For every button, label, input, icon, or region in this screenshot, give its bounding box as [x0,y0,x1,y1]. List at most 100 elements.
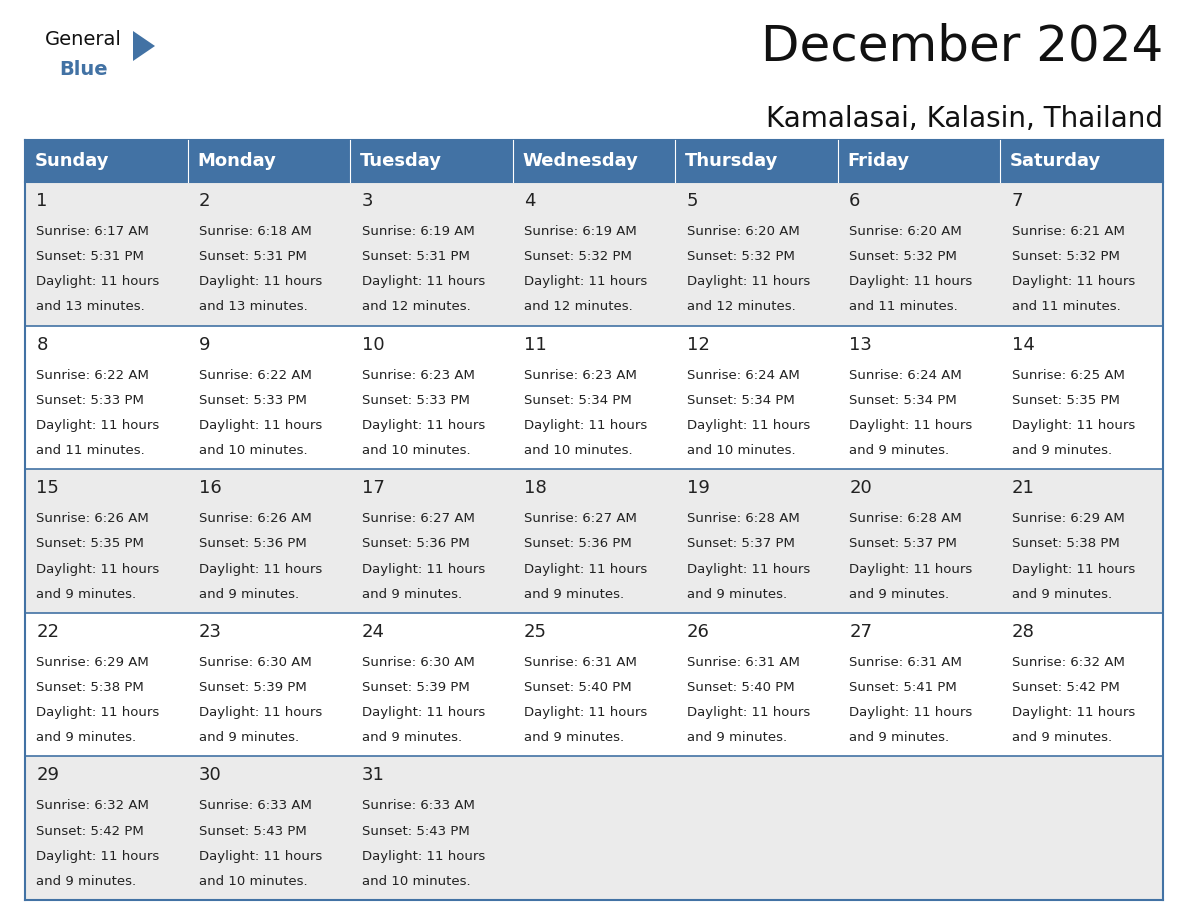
Text: Sunset: 5:43 PM: Sunset: 5:43 PM [361,824,469,837]
Text: Daylight: 11 hours: Daylight: 11 hours [198,419,322,432]
Text: Daylight: 11 hours: Daylight: 11 hours [524,563,647,576]
Text: Sunrise: 6:32 AM: Sunrise: 6:32 AM [37,800,150,812]
Text: 7: 7 [1012,192,1023,210]
Text: 30: 30 [198,767,222,785]
Text: Sunrise: 6:31 AM: Sunrise: 6:31 AM [687,655,800,669]
Bar [188,182,350,326]
Bar [1000,140,1163,182]
Text: Thursday: Thursday [685,152,778,170]
Text: 21: 21 [1012,479,1035,498]
Text: Sunset: 5:32 PM: Sunset: 5:32 PM [849,251,958,263]
Text: Daylight: 11 hours: Daylight: 11 hours [361,275,485,288]
Bar [1000,182,1163,326]
Text: and 11 minutes.: and 11 minutes. [1012,300,1120,313]
Text: 11: 11 [524,336,546,353]
Text: Friday: Friday [847,152,910,170]
Bar [188,469,350,613]
Text: Sunrise: 6:23 AM: Sunrise: 6:23 AM [524,369,637,382]
Text: Sunset: 5:39 PM: Sunset: 5:39 PM [198,681,307,694]
Text: Sunrise: 6:19 AM: Sunrise: 6:19 AM [524,225,637,238]
Text: Sunday: Sunday [34,152,109,170]
Text: Sunrise: 6:31 AM: Sunrise: 6:31 AM [524,655,637,669]
Bar [675,756,838,900]
Text: Sunrise: 6:26 AM: Sunrise: 6:26 AM [37,512,150,525]
Text: 17: 17 [361,479,385,498]
Text: 12: 12 [687,336,709,353]
Text: and 13 minutes.: and 13 minutes. [37,300,145,313]
Text: Sunrise: 6:18 AM: Sunrise: 6:18 AM [198,225,311,238]
Polygon shape [133,31,154,61]
Text: Sunrise: 6:31 AM: Sunrise: 6:31 AM [849,655,962,669]
Text: Sunrise: 6:21 AM: Sunrise: 6:21 AM [1012,225,1125,238]
Text: and 9 minutes.: and 9 minutes. [849,588,949,600]
Text: and 9 minutes.: and 9 minutes. [1012,588,1112,600]
Text: Daylight: 11 hours: Daylight: 11 hours [524,706,647,719]
Text: Sunset: 5:35 PM: Sunset: 5:35 PM [1012,394,1119,407]
Bar [838,182,1000,326]
Text: and 10 minutes.: and 10 minutes. [198,444,308,457]
Text: and 9 minutes.: and 9 minutes. [37,875,137,888]
Text: 28: 28 [1012,622,1035,641]
Bar [838,756,1000,900]
Text: Daylight: 11 hours: Daylight: 11 hours [687,563,810,576]
Text: and 12 minutes.: and 12 minutes. [687,300,796,313]
Text: Daylight: 11 hours: Daylight: 11 hours [1012,275,1135,288]
Text: Blue: Blue [59,60,108,79]
Text: Monday: Monday [197,152,276,170]
Bar [838,140,1000,182]
Bar [25,756,188,900]
Text: 4: 4 [524,192,536,210]
Text: Daylight: 11 hours: Daylight: 11 hours [361,419,485,432]
Bar [513,326,675,469]
Text: and 9 minutes.: and 9 minutes. [849,732,949,744]
Text: Sunset: 5:32 PM: Sunset: 5:32 PM [687,251,795,263]
Text: Sunset: 5:42 PM: Sunset: 5:42 PM [37,824,144,837]
Text: Sunset: 5:35 PM: Sunset: 5:35 PM [37,537,144,551]
Text: Sunrise: 6:28 AM: Sunrise: 6:28 AM [687,512,800,525]
Text: 2: 2 [198,192,210,210]
Text: and 9 minutes.: and 9 minutes. [37,732,137,744]
Text: Sunset: 5:39 PM: Sunset: 5:39 PM [361,681,469,694]
Text: and 9 minutes.: and 9 minutes. [849,444,949,457]
Text: Daylight: 11 hours: Daylight: 11 hours [524,275,647,288]
Text: Daylight: 11 hours: Daylight: 11 hours [37,706,159,719]
Text: 8: 8 [37,336,48,353]
Text: and 11 minutes.: and 11 minutes. [37,444,145,457]
Bar [350,756,513,900]
Text: Sunrise: 6:19 AM: Sunrise: 6:19 AM [361,225,474,238]
Text: 24: 24 [361,622,385,641]
Text: Daylight: 11 hours: Daylight: 11 hours [198,275,322,288]
Text: and 10 minutes.: and 10 minutes. [198,875,308,888]
Text: and 9 minutes.: and 9 minutes. [37,588,137,600]
Text: and 9 minutes.: and 9 minutes. [198,732,299,744]
Text: Sunset: 5:40 PM: Sunset: 5:40 PM [524,681,632,694]
Bar [675,182,838,326]
Text: Sunset: 5:37 PM: Sunset: 5:37 PM [687,537,795,551]
Bar [188,326,350,469]
Bar [188,140,350,182]
Bar [188,613,350,756]
Text: and 13 minutes.: and 13 minutes. [198,300,308,313]
Bar [675,469,838,613]
Text: Sunset: 5:33 PM: Sunset: 5:33 PM [37,394,144,407]
Text: and 9 minutes.: and 9 minutes. [687,732,786,744]
Text: 5: 5 [687,192,699,210]
Text: and 9 minutes.: and 9 minutes. [361,732,462,744]
Text: Daylight: 11 hours: Daylight: 11 hours [37,419,159,432]
Text: Sunset: 5:37 PM: Sunset: 5:37 PM [849,537,958,551]
Bar [838,613,1000,756]
Text: Sunrise: 6:23 AM: Sunrise: 6:23 AM [361,369,474,382]
Bar [513,756,675,900]
Text: Sunrise: 6:29 AM: Sunrise: 6:29 AM [37,655,150,669]
Text: Sunset: 5:40 PM: Sunset: 5:40 PM [687,681,795,694]
Text: Kamalasai, Kalasin, Thailand: Kamalasai, Kalasin, Thailand [766,105,1163,133]
Text: and 9 minutes.: and 9 minutes. [687,588,786,600]
Text: and 9 minutes.: and 9 minutes. [198,588,299,600]
Text: December 2024: December 2024 [760,22,1163,70]
Text: Daylight: 11 hours: Daylight: 11 hours [198,706,322,719]
Text: Sunrise: 6:32 AM: Sunrise: 6:32 AM [1012,655,1125,669]
Text: 29: 29 [37,767,59,785]
Bar [1000,613,1163,756]
Bar [25,469,188,613]
Bar [1000,326,1163,469]
